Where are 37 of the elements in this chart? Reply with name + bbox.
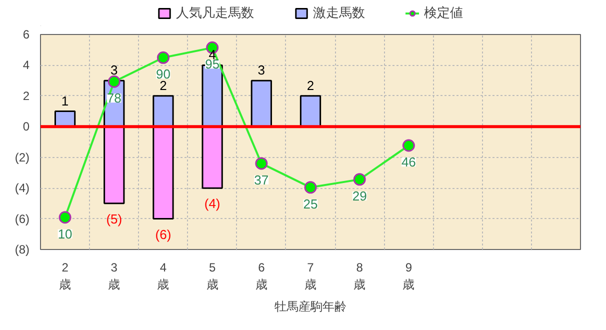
x-tick-label: 9 歳 [402, 260, 415, 292]
data-label: 25 [303, 196, 318, 212]
x-tick-label: 7 歳 [304, 260, 316, 292]
y-tick-label: 2 [22, 88, 30, 103]
x-tick-label: 3 歳 [108, 260, 120, 292]
x-tick-label: 4 歳 [157, 260, 170, 292]
bar [152, 95, 174, 128]
y-tick-label: 6 [22, 28, 30, 42]
legend-label: 人気凡走馬数 [176, 4, 254, 22]
legend-label: 激走馬数 [313, 4, 365, 22]
y-tick-label: (4) [14, 181, 30, 196]
x-tick-label: 2 歳 [59, 260, 72, 292]
x-tick-label: 8 歳 [354, 260, 366, 292]
x-tick-label: 6 歳 [255, 260, 268, 292]
data-label: 3 [110, 62, 118, 78]
data-label: 3 [258, 62, 266, 78]
data-label: 46 [401, 154, 416, 170]
data-label: 1 [61, 93, 69, 108]
data-label: 78 [106, 90, 122, 106]
y-tick-label: 4 [22, 58, 30, 72]
data-label: (6) [155, 226, 172, 242]
y-tick-label: (2) [14, 150, 30, 164]
x-tick-label: 5 歳 [206, 260, 218, 292]
data-label: 2 [306, 78, 314, 93]
data-label: 10 [58, 226, 72, 242]
y-tick-label: (8) [14, 242, 30, 256]
x-axis-title: 牡馬産駒年齢 [274, 299, 346, 314]
bar [250, 80, 272, 128]
legend-label: 検定値 [424, 4, 463, 22]
data-label: 37 [254, 172, 269, 188]
data-label: (5) [106, 211, 122, 226]
data-label: (4) [204, 196, 220, 212]
data-label: 90 [156, 66, 170, 82]
y-tick-label: (6) [14, 212, 30, 226]
bar [300, 95, 322, 128]
y-tick-label: 0 [22, 120, 30, 134]
data-label: 29 [352, 188, 367, 204]
